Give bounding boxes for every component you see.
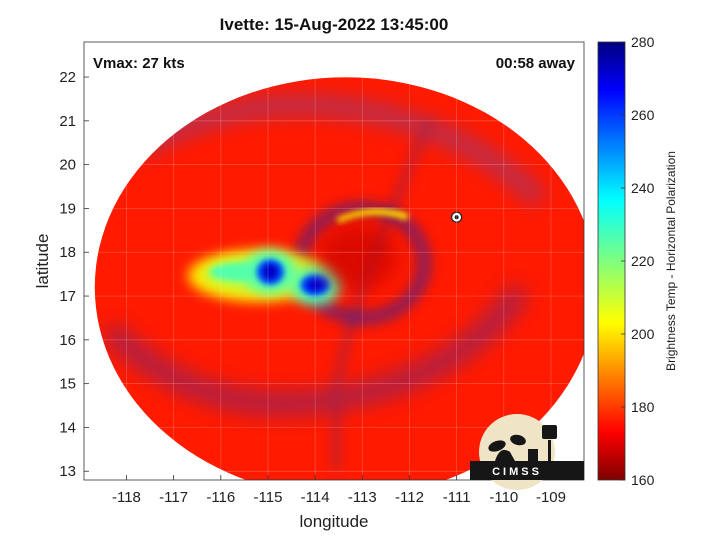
chart-title: Ivette: 15-Aug-2022 13:45:00 — [220, 15, 449, 34]
colorbar-tick-label: 200 — [631, 326, 655, 342]
x-tick-label: -116 — [206, 489, 235, 506]
cold-core-west — [262, 263, 279, 280]
colorbar-label: Brightness Temp - Horizontal Polarizatio… — [664, 151, 678, 371]
microwave-swath — [94, 77, 584, 480]
colorbar — [597, 41, 626, 481]
colorbar-tick-label: 260 — [631, 107, 655, 123]
y-tick-label: 13 — [59, 463, 76, 480]
x-tick-label: -115 — [254, 489, 283, 506]
y-tick-label: 16 — [59, 332, 76, 349]
y-tick-label: 15 — [59, 376, 76, 393]
x-tick-label: -111 — [443, 489, 471, 506]
logo-text: CIMSS — [492, 466, 542, 478]
x-tick-label: -117 — [159, 489, 188, 506]
x-tick-label: -114 — [301, 489, 330, 506]
colorbar-tick-label: 220 — [631, 253, 655, 269]
y-tick-label: 22 — [59, 69, 76, 86]
spiral-band — [135, 96, 547, 207]
y-tick-label: 20 — [59, 157, 76, 174]
y-tick-label: 14 — [59, 419, 76, 436]
x-tick-label: -110 — [489, 489, 518, 506]
y-axis-ticks: 13 14 15 16 17 18 19 20 21 22 — [59, 69, 89, 480]
x-tick-label: -118 — [112, 489, 141, 506]
y-axis-label: latitude — [33, 234, 52, 289]
vmax-annotation: Vmax: 27 kts — [93, 55, 185, 72]
colorbar-tick-label: 180 — [631, 399, 655, 415]
y-tick-label: 17 — [59, 288, 76, 305]
colorbar-tick-label: 240 — [631, 180, 655, 196]
y-tick-label: 19 — [59, 200, 76, 217]
plot-frame — [83, 41, 585, 481]
colorbar-tick-label: 280 — [631, 34, 655, 50]
colorbar-ticks: 280 260 240 220 200 180 160 — [621, 34, 655, 488]
x-tick-label: -109 — [536, 489, 566, 506]
x-axis-ticks: -118 -117 -116 -115 -114 -113 -112 -111 -110 -109 — [112, 475, 566, 506]
small-cell-center — [454, 215, 459, 220]
x-tick-label: -113 — [348, 489, 377, 506]
y-tick-label: 21 — [59, 113, 76, 130]
cimss-logo: CIMSS — [470, 414, 584, 490]
grid — [84, 42, 584, 480]
x-tick-label: -112 — [395, 489, 424, 506]
northern-arc — [336, 208, 409, 225]
cold-core-east — [306, 279, 325, 292]
time-offset-annotation: 00:58 away — [496, 55, 576, 72]
spiral-band — [102, 283, 530, 415]
colorbar-tick-label: 160 — [631, 472, 655, 488]
x-axis-label: longitude — [299, 512, 368, 531]
y-tick-label: 18 — [59, 244, 76, 261]
eye — [317, 222, 398, 291]
